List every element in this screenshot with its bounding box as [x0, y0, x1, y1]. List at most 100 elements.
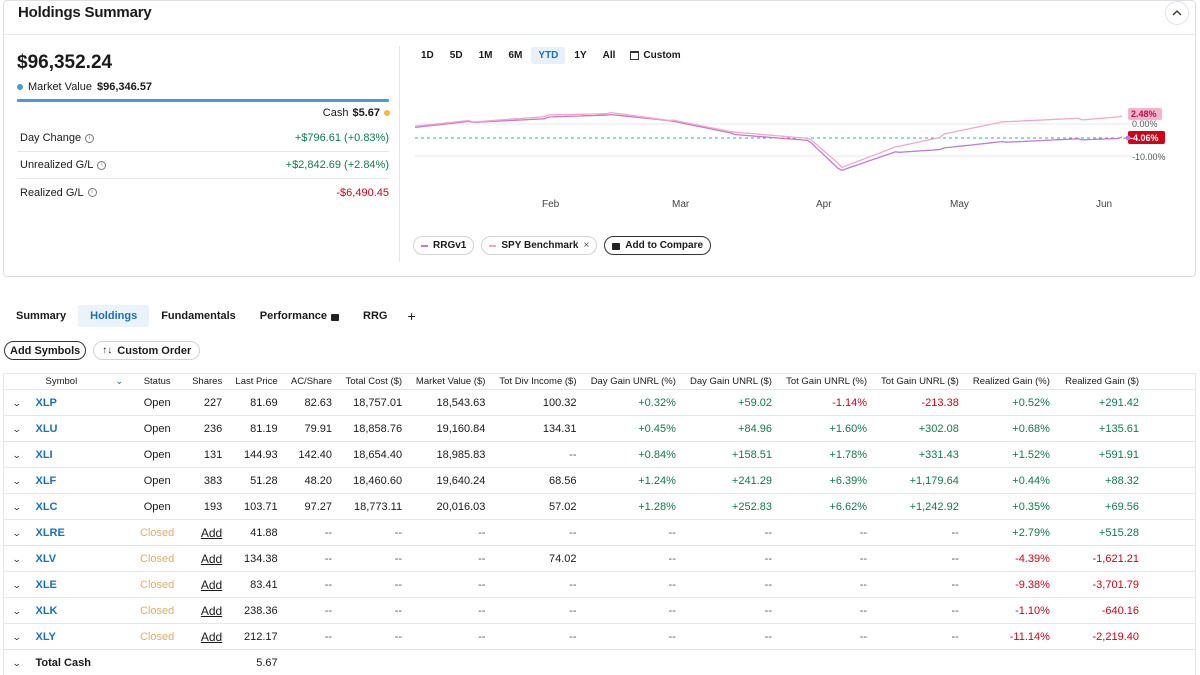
expand-row-icon[interactable]: ⌄ — [11, 449, 22, 460]
cell-dg-pct: +1.28% — [582, 493, 682, 520]
add-position-link[interactable]: Add — [200, 577, 223, 592]
summary-divider — [399, 46, 400, 262]
col-header-realized-usd[interactable]: Realized Gain ($) — [1065, 376, 1139, 387]
add-tab-button[interactable]: + — [407, 308, 416, 324]
info-icon[interactable]: i — [97, 160, 107, 170]
remove-series-icon[interactable]: × — [583, 240, 590, 251]
cell-shares: 131 — [185, 441, 229, 468]
col-header-realized-pct[interactable]: Realized Gain (%) — [972, 376, 1050, 387]
symbol-link[interactable]: XLP — [35, 396, 57, 409]
expand-row-icon[interactable]: ⌄ — [11, 657, 22, 668]
info-icon[interactable]: i — [85, 133, 95, 143]
expand-row-icon[interactable]: ⌄ — [11, 579, 22, 590]
custom-range-button[interactable]: Custom — [624, 47, 686, 64]
add-position-link[interactable]: Add — [200, 603, 223, 618]
col-header-day-gain-pct[interactable]: Day Gain UNRL (%) — [590, 376, 676, 387]
collapse-button[interactable] — [1165, 1, 1189, 25]
tab-fundamentals[interactable]: Fundamentals — [149, 305, 248, 327]
sort-icon: ↑↓ — [102, 345, 113, 356]
legend-item-spy[interactable]: SPY Benchmark × — [481, 236, 598, 255]
cell-tg-usd: +302.08 — [873, 415, 965, 442]
col-header-status[interactable]: Status — [143, 376, 171, 387]
cell-mv: -- — [408, 545, 492, 572]
table-row: ⌄ XLF Open 383 51.28 48.20 18,460.60 19,640.24 6… — [3, 467, 1196, 494]
col-header-symbol[interactable]: Symbol ⌄ — [45, 376, 124, 387]
range-tab-5d[interactable]: 5D — [449, 50, 463, 61]
expand-row-icon[interactable]: ⌄ — [11, 631, 22, 642]
info-icon[interactable]: i — [87, 188, 97, 197]
expand-row-icon[interactable]: ⌄ — [11, 605, 22, 616]
custom-order-label: Custom Order — [117, 344, 192, 357]
cell-dg-pct: +0.84% — [582, 441, 682, 468]
custom-order-button[interactable]: ↑↓ Custom Order — [93, 341, 201, 360]
cell-tg-usd: -213.38 — [873, 389, 965, 416]
range-tab-6m[interactable]: 6M — [508, 50, 523, 61]
col-header-last-price[interactable]: Last Price — [235, 376, 278, 387]
symbol-link[interactable]: XLRE — [35, 526, 65, 539]
symbol-link[interactable]: XLF — [35, 474, 57, 487]
cell-mv: 20,016.03 — [408, 493, 492, 520]
cell-rg-pct: -9.38% — [964, 571, 1056, 598]
y-tick-label: 0.00% — [1132, 119, 1158, 129]
cell-dg-usd: -- — [681, 623, 778, 650]
lock-icon — [331, 313, 340, 321]
add-symbols-button[interactable]: Add Symbols — [4, 341, 87, 360]
range-tab-ytd[interactable]: YTD — [531, 47, 566, 64]
symbol-link[interactable]: XLK — [35, 604, 58, 617]
cell-tg-usd: -- — [873, 545, 965, 572]
symbol-link[interactable]: XLY — [35, 630, 56, 643]
range-tab-1m[interactable]: 1M — [478, 50, 493, 61]
market-value-line: Market Value $96,346.57 — [17, 81, 152, 93]
legend-item-rrgv1[interactable]: RRGv1 — [413, 236, 475, 255]
add-position-link[interactable]: Add — [200, 551, 223, 566]
expand-row-icon[interactable]: ⌄ — [11, 527, 22, 538]
status-cell: Closed — [129, 597, 186, 624]
cell-tg-pct: -- — [777, 623, 874, 650]
cash-dot — [384, 110, 390, 116]
tab-rrg[interactable]: RRG — [351, 305, 399, 327]
expand-row-icon[interactable]: ⌄ — [11, 501, 22, 512]
cell-dg-usd: +59.02 — [681, 389, 778, 416]
symbol-link[interactable]: XLU — [35, 422, 58, 435]
tab-summary[interactable]: Summary — [4, 305, 78, 327]
add-position-link[interactable]: Add — [200, 629, 223, 644]
col-header-day-gain-usd[interactable]: Day Gain UNRL ($) — [689, 376, 772, 387]
col-header-market-value[interactable]: Market Value ($) — [415, 376, 486, 387]
sort-chevron-icon[interactable]: ⌄ — [115, 376, 124, 387]
symbol-link[interactable]: XLI — [35, 448, 53, 461]
tab-holdings[interactable]: Holdings — [78, 305, 150, 327]
range-tab-all[interactable]: All — [602, 50, 616, 61]
add-position-link[interactable]: Add — [200, 525, 223, 540]
table-row: ⌄ XLV Closed Add 134.38 -- -- -- 74.02 -- -- -- -- -4… — [3, 545, 1196, 572]
col-header-shares[interactable]: Shares — [192, 376, 223, 387]
legend-swatch — [421, 244, 428, 247]
range-tab-1y[interactable]: 1Y — [574, 50, 587, 61]
col-header-tot-gain-usd[interactable]: Tot Gain UNRL ($) — [881, 376, 959, 387]
cell-rg-pct: -1.10% — [964, 597, 1056, 624]
col-header-div-income[interactable]: Tot Div Income ($) — [499, 376, 577, 387]
expand-row-icon[interactable]: ⌄ — [11, 397, 22, 408]
add-to-compare-button[interactable]: Add to Compare — [604, 236, 712, 255]
col-header-total-cost[interactable]: Total Cost ($) — [345, 376, 403, 387]
cell-tg-pct: -- — [777, 519, 874, 546]
cell-cost: 18,654.40 — [338, 441, 409, 468]
tab-performance[interactable]: Performance — [248, 305, 351, 327]
total-cash-value: 5.67 — [228, 649, 284, 675]
expand-row-icon[interactable]: ⌄ — [11, 475, 22, 486]
cell-cost: 18,757.01 — [338, 389, 409, 416]
expand-row-icon[interactable]: ⌄ — [11, 423, 22, 434]
cell-mv: -- — [408, 597, 492, 624]
cell-rg-pct: +0.44% — [964, 467, 1056, 494]
expand-row-icon[interactable]: ⌄ — [11, 553, 22, 564]
y-tick-label: -10.00% — [1132, 152, 1166, 162]
col-header-ac-share[interactable]: AC/Share — [290, 376, 333, 387]
cash-amount: $5.67 — [352, 107, 380, 119]
symbol-link[interactable]: XLC — [35, 500, 58, 513]
range-tab-1d[interactable]: 1D — [421, 50, 434, 61]
symbol-link[interactable]: XLV — [35, 552, 57, 565]
table-header-row: Symbol ⌄ Status Shares Last Price AC/Shar… — [4, 374, 1196, 390]
cell-shares: 227 — [185, 389, 229, 416]
symbol-link[interactable]: XLE — [35, 578, 57, 591]
cell-ac: -- — [283, 571, 339, 598]
col-header-tot-gain-pct[interactable]: Tot Gain UNRL (%) — [786, 376, 868, 387]
